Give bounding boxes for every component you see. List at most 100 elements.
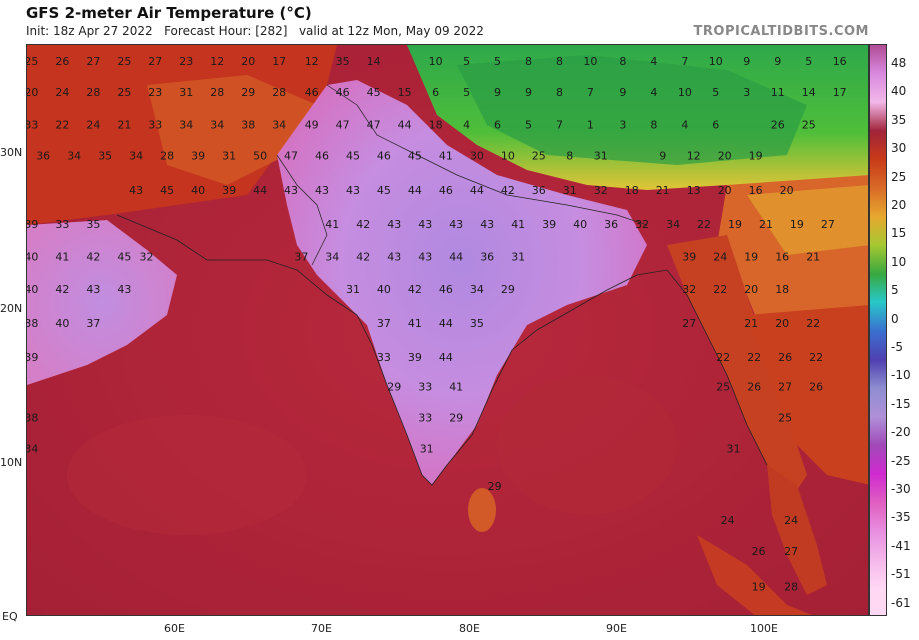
lat-label-30n: 30N (0, 146, 23, 159)
temperature-value: 39 (408, 351, 422, 364)
temperature-value: 43 (129, 184, 143, 197)
temperature-value: 9 (743, 55, 750, 68)
temperature-value: 19 (752, 581, 766, 594)
temperature-value: 32 (682, 283, 696, 296)
temperature-value: 1 (587, 119, 594, 132)
temperature-value: 44 (439, 351, 453, 364)
temperature-value: 45 (377, 184, 391, 197)
colorbar-label: 48 (891, 56, 907, 70)
temperature-value: 33 (418, 381, 432, 394)
temperature-value: 44 (470, 184, 484, 197)
temperature-value: 43 (315, 184, 329, 197)
temperature-value: 16 (775, 250, 789, 263)
temperature-value: 42 (55, 283, 69, 296)
temperature-value: 49 (305, 119, 319, 132)
temperature-value: 27 (821, 218, 835, 231)
temperature-value: 33 (27, 119, 38, 132)
colorbar-label: 5 (891, 283, 899, 298)
colorbar-label: -51 (891, 567, 911, 582)
temperature-value: 46 (377, 150, 391, 163)
temperature-value: 20 (780, 184, 794, 197)
temperature-value: 16 (749, 184, 763, 197)
temperature-value: 29 (387, 381, 401, 394)
valid-time: valid at 12z Mon, May 09 2022 (298, 24, 484, 38)
colorbar-segment (870, 302, 886, 331)
temperature-value: 39 (27, 218, 38, 231)
temperature-value: 28 (784, 581, 798, 594)
malay-region (767, 465, 827, 595)
india-region (277, 80, 647, 485)
colorbar-label: -30 (891, 482, 911, 496)
temperature-value: 22 (713, 283, 727, 296)
temperature-value: 4 (681, 119, 688, 132)
temperature-value: 34 (210, 119, 224, 132)
temperature-value: 21 (117, 119, 131, 132)
colorbar-segment (870, 473, 886, 503)
temperature-value: 42 (501, 184, 515, 197)
colorbar-label: -20 (891, 425, 911, 440)
temperature-value: 44 (439, 317, 453, 330)
lon-label-100e: 100E (750, 622, 778, 635)
temperature-value: 36 (604, 218, 618, 231)
temperature-value: 16 (833, 55, 847, 68)
temperature-value: 5 (805, 55, 812, 68)
colorbar-segment (870, 159, 886, 188)
temperature-value: 22 (55, 119, 69, 132)
temperature-value: 8 (556, 55, 563, 68)
temperature-value: 4 (463, 119, 470, 132)
border-himalaya (326, 84, 648, 226)
temperature-value: 10 (709, 55, 723, 68)
temperature-value: 33 (418, 412, 432, 425)
temperature-value: 47 (367, 119, 381, 132)
lon-label-60e: 60E (164, 622, 185, 635)
temperature-value: 44 (398, 119, 412, 132)
temperature-value: 35 (470, 317, 484, 330)
temperature-value: 25 (27, 55, 38, 68)
temperature-value: 21 (656, 184, 670, 197)
yunnan-region (747, 185, 868, 255)
temperature-value: 13 (687, 184, 701, 197)
temperature-value: 36 (36, 150, 50, 163)
colorbar-segment (870, 273, 886, 303)
temperature-value: 42 (356, 250, 370, 263)
colorbar-segment (870, 216, 886, 246)
temperature-value: 23 (179, 55, 193, 68)
init-time: Init: 18z Apr 27 2022 (26, 24, 153, 38)
temperature-value: 8 (619, 55, 626, 68)
temperature-value: 27 (682, 317, 696, 330)
colorbar-label: 15 (891, 226, 907, 241)
temperature-value: 25 (802, 119, 816, 132)
colorbar-label: -25 (891, 453, 911, 468)
temperature-value: 35 (336, 55, 350, 68)
temperature-value: 26 (778, 351, 792, 364)
temperature-value: 24 (86, 119, 100, 132)
temperature-value: 31 (511, 250, 525, 263)
colorbar-label: 35 (891, 112, 907, 127)
colorbar-label: -41 (891, 538, 911, 553)
bay-of-bengal-warm (497, 375, 677, 515)
temperature-value: 40 (377, 283, 391, 296)
temperature-value: 33 (55, 218, 69, 231)
temperature-value: 39 (682, 250, 696, 263)
temperature-value: 25 (117, 55, 131, 68)
lat-label-eq: EQ (2, 610, 18, 623)
temperature-value: 23 (148, 86, 162, 99)
temperature-value: 19 (728, 218, 742, 231)
temperature-value: 22 (806, 317, 820, 330)
lat-label-20n: 20N (0, 302, 23, 315)
temperature-value: 43 (86, 283, 100, 296)
temperature-value: 5 (494, 55, 501, 68)
temperature-value: 35 (98, 150, 112, 163)
temperature-value: 14 (802, 86, 816, 99)
colorbar-segment (870, 502, 886, 532)
temperature-value: 3 (619, 119, 626, 132)
temperature-value: 10 (501, 150, 515, 163)
temperature-value: 22 (747, 351, 761, 364)
temperature-value: 42 (356, 218, 370, 231)
temperature-value: 22 (697, 218, 711, 231)
temperature-value: 9 (774, 55, 781, 68)
temperature-value: 21 (806, 250, 820, 263)
temperature-value: 32 (635, 218, 649, 231)
temperature-value: 40 (55, 317, 69, 330)
temperature-value: 5 (463, 55, 470, 68)
